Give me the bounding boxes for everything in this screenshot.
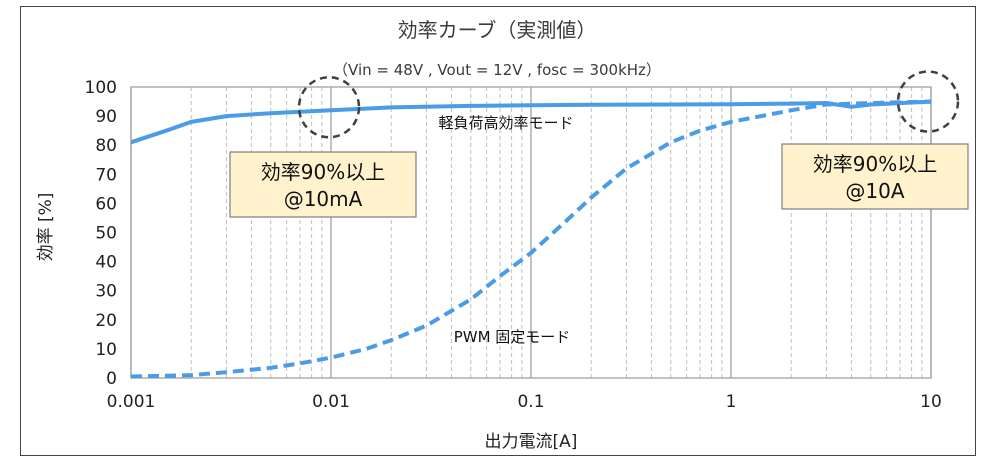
callout-10ma-line2: @10mA bbox=[284, 187, 363, 211]
y-tick-label: 40 bbox=[95, 253, 117, 273]
x-tick-label: 0.01 bbox=[312, 392, 350, 412]
x-axis-label: 出力電流[A] bbox=[485, 432, 578, 452]
x-tick-label: 0.001 bbox=[107, 392, 156, 412]
y-tick-label: 70 bbox=[95, 165, 117, 185]
y-tick-label: 80 bbox=[95, 136, 117, 156]
highlight-circle bbox=[297, 76, 361, 139]
grid bbox=[130, 86, 932, 379]
y-tick-label: 50 bbox=[95, 224, 117, 244]
series-line-light-load bbox=[130, 99, 932, 145]
series-lines bbox=[130, 99, 932, 379]
plot-area-border bbox=[130, 86, 932, 379]
x-tick-label: 0.1 bbox=[517, 392, 544, 412]
callout-10ma-box bbox=[229, 151, 417, 218]
callout-10ma-line1: 効率90%以上 bbox=[261, 160, 385, 184]
chart-subtitle: （Vin = 48V , Vout = 12V , fosc = 300kHz） bbox=[333, 61, 661, 79]
y-axis-label: 効率 [%] bbox=[36, 193, 56, 262]
callout-10a-line1: 効率90%以上 bbox=[813, 152, 937, 176]
series-line-pwm bbox=[130, 99, 932, 379]
chart-frame: 効率カーブ（実測値） （Vin = 48V , Vout = 12V , fos… bbox=[20, 6, 976, 456]
callout-10a-line2: @10A bbox=[845, 179, 904, 203]
series-labels: 軽負荷高効率モード PWM 固定モード bbox=[438, 114, 573, 346]
y-tick-label: 60 bbox=[95, 194, 117, 214]
y-tick-label: 0 bbox=[106, 369, 117, 389]
series-label-light-load: 軽負荷高効率モード bbox=[438, 114, 573, 132]
highlight-circle bbox=[896, 70, 960, 133]
series-label-pwm: PWM 固定モード bbox=[454, 328, 571, 346]
y-tick-label: 10 bbox=[95, 340, 117, 360]
callout-10a-box bbox=[781, 143, 969, 210]
y-tick-label: 100 bbox=[85, 78, 117, 98]
annotations: 効率90%以上 @10mA 効率90%以上 @10A bbox=[229, 70, 969, 218]
x-tick-label: 10 bbox=[920, 392, 942, 412]
tick-labels: 0 10 20 30 40 50 60 70 80 90 100 0.001 0.01 0.1 1 10 bbox=[85, 78, 942, 412]
y-tick-label: 30 bbox=[95, 282, 117, 302]
chart-title: 効率カーブ（実測値） bbox=[398, 18, 597, 42]
y-tick-label: 90 bbox=[95, 107, 117, 127]
y-tick-label: 20 bbox=[95, 311, 117, 331]
x-tick-label: 1 bbox=[726, 392, 737, 412]
efficiency-chart: 効率カーブ（実測値） （Vin = 48V , Vout = 12V , fos… bbox=[36, 18, 969, 452]
